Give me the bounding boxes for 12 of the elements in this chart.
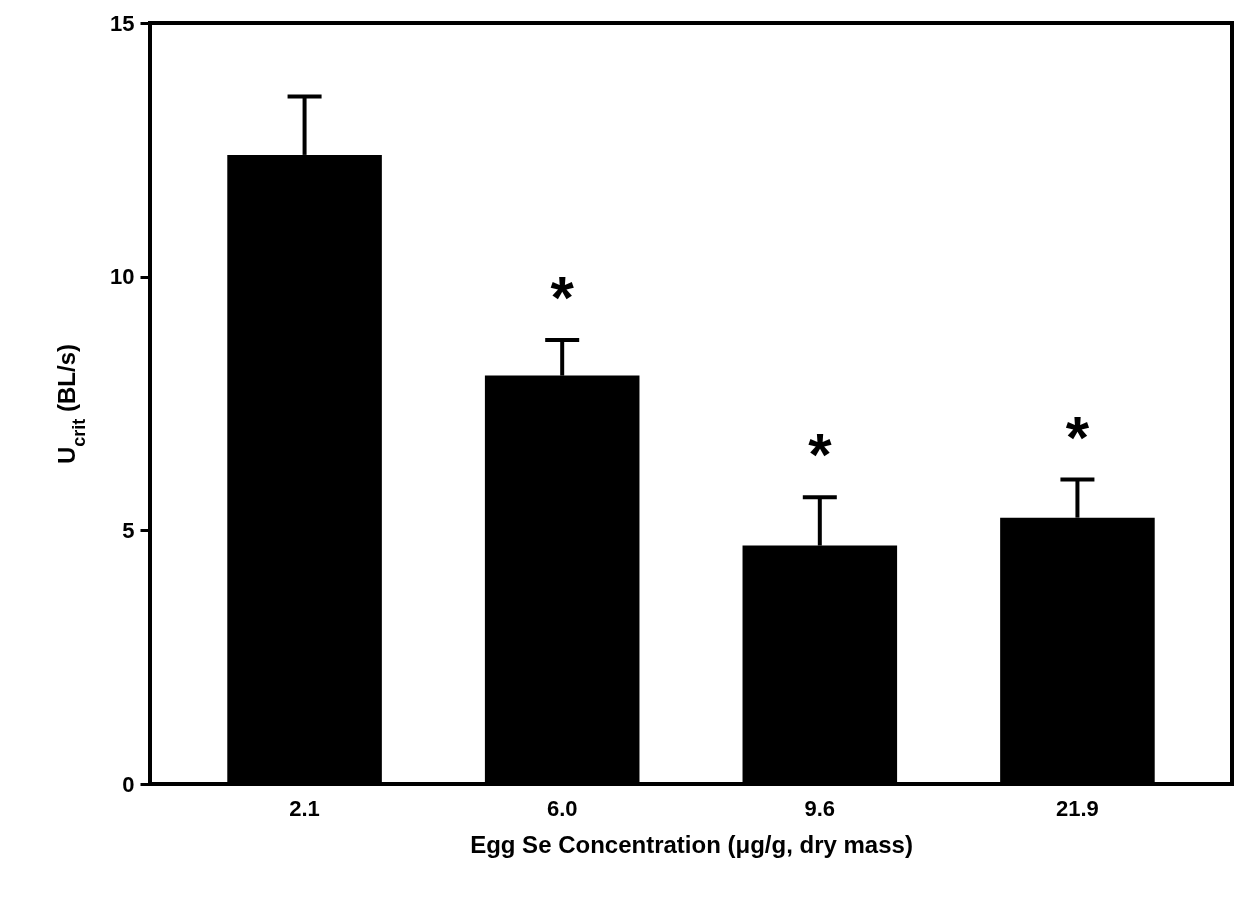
annotation: * (1065, 403, 1090, 471)
y-tick-label: 0 (122, 771, 135, 797)
annotation: * (550, 264, 575, 332)
x-tick-label: 9.6 (804, 795, 836, 821)
annotation: * (808, 421, 833, 489)
y-tick-label: 5 (122, 517, 135, 543)
x-tick-label: 2.1 (289, 795, 320, 821)
y-tick-label: 10 (110, 264, 135, 290)
x-axis-title: Egg Se Concentration (μg/g, dry mass) (470, 830, 913, 858)
y-tick-label: 15 (110, 10, 135, 36)
x-tick-label: 6.0 (546, 795, 578, 821)
x-tick-label: 21.9 (1056, 795, 1099, 821)
